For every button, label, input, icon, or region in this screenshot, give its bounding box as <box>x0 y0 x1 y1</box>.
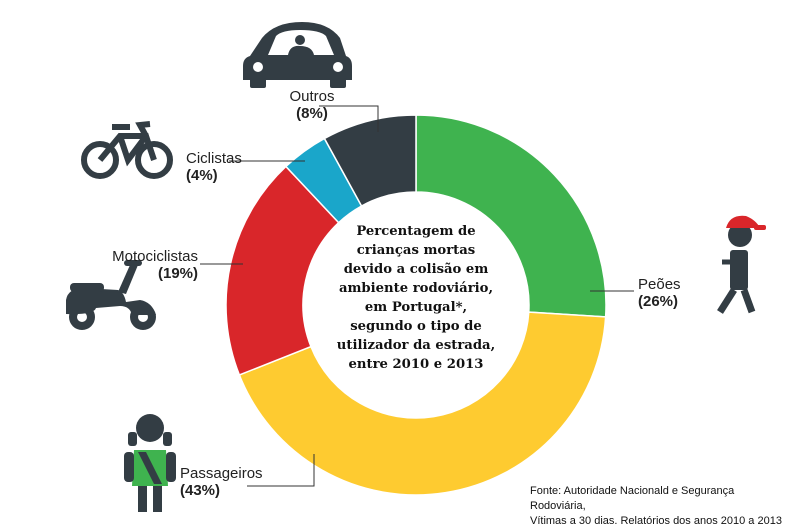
slice-label-peoes: Peões (26%) <box>638 276 681 310</box>
slice-percent: (43%) <box>180 482 221 499</box>
donut-hole <box>304 193 528 417</box>
slice-percent: (4%) <box>186 167 218 184</box>
donut-slice-passageiros <box>238 311 607 496</box>
slice-name: Ciclistas <box>186 150 242 167</box>
chart-title: Percentagem de crianças mortas devido a … <box>326 222 506 374</box>
chart-title-line: devido a colisão em <box>343 262 489 277</box>
slice-name: Peões <box>638 276 681 293</box>
slice-label-outros: Outros (8%) <box>282 88 342 122</box>
chart-title-line: em Portugal*, <box>364 300 468 315</box>
pedestrian-icon <box>717 215 766 314</box>
slice-label-motociclistas: Motociclistas (19%) <box>92 248 198 282</box>
source-line: Vítimas a 30 dias. Relatórios dos anos 2… <box>530 515 782 527</box>
slice-percent: (19%) <box>157 265 198 282</box>
passenger-child-icon <box>124 414 176 512</box>
slice-name: Outros <box>289 88 335 105</box>
chart-title-line: ambiente rodoviário, <box>338 281 494 296</box>
leader-line-passageiros <box>247 454 315 487</box>
slice-percent: (26%) <box>638 293 679 310</box>
donut-slice-peoes <box>415 114 607 318</box>
chart-title-line: crianças mortas <box>356 243 476 258</box>
source-note: Fonte: Autoridade Nacionald e Segurança … <box>530 484 792 529</box>
slice-label-passageiros: Passageiros (43%) <box>180 465 263 499</box>
slice-label-ciclistas: Ciclistas (4%) <box>186 150 242 184</box>
chart-title-line: entre 2010 e 2013 <box>348 357 484 372</box>
donut-slice-outros <box>323 114 417 207</box>
car-icon <box>243 22 352 88</box>
slice-percent: (8%) <box>296 105 328 122</box>
scooter-icon <box>66 260 156 330</box>
chart-title-line: Percentagem de <box>356 224 476 239</box>
leader-line-outros <box>319 105 379 132</box>
slice-name: Motociclistas <box>112 248 198 265</box>
bicycle-icon <box>81 121 173 179</box>
slice-name: Passageiros <box>180 465 263 482</box>
chart-title-line: utilizador da estrada, <box>336 338 496 353</box>
source-line: Fonte: Autoridade Nacionald e Segurança … <box>530 485 735 512</box>
chart-title-line: segundo o tipo de <box>350 319 482 334</box>
